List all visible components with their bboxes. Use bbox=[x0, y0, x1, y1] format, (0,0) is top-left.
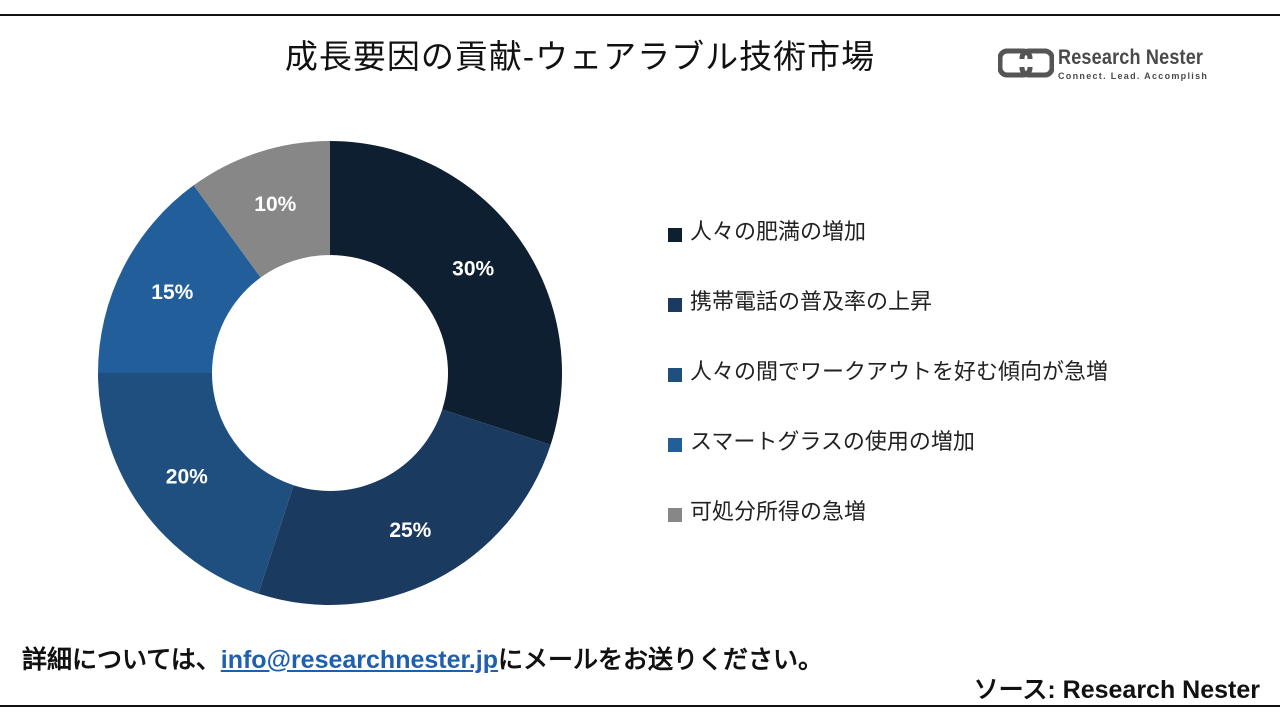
donut-slice-3 bbox=[98, 185, 261, 373]
email-link[interactable]: info@researchnester.jp bbox=[220, 646, 499, 674]
donut-data-label-2: 20% bbox=[166, 466, 208, 489]
logo-tagline: Connect. Lead. Accomplish bbox=[1058, 71, 1209, 81]
legend-label-1: 携帯電話の普及率の上昇 bbox=[690, 290, 933, 315]
donut-slices bbox=[98, 141, 562, 605]
donut-slice-1 bbox=[258, 409, 551, 605]
source-credit: ソース: Research Nester bbox=[973, 676, 1260, 704]
logo-name: Research Nester bbox=[1058, 46, 1204, 69]
legend-swatch-4 bbox=[668, 508, 682, 522]
donut-slice-2 bbox=[98, 373, 294, 594]
research-nester-logo: Research Nester Connect. Lead. Accomplis… bbox=[998, 44, 1238, 84]
chart-legend: 人々の肥満の増加携帯電話の普及率の上昇人々の間でワークアウトを好む傾向が急増 スマ… bbox=[668, 218, 1108, 568]
bottom-rule bbox=[0, 705, 1280, 707]
donut-data-label-4: 10% bbox=[254, 193, 296, 216]
research-nester-logo-icon bbox=[998, 48, 1054, 78]
contact-note-prefix: 詳細については、 bbox=[22, 646, 221, 674]
legend-swatch-2 bbox=[668, 368, 682, 382]
donut-slice-4 bbox=[193, 141, 330, 278]
page-title: 成長要因の貢献-ウェアラブル技術市場 bbox=[284, 37, 876, 76]
legend-swatch-3 bbox=[668, 438, 682, 452]
contact-note-suffix: にメールをお送りください。 bbox=[498, 646, 824, 674]
legend-label-3: スマートグラスの使用の増加 bbox=[690, 430, 975, 455]
legend-label-2: 人々の間でワークアウトを好む傾向が急増 bbox=[690, 360, 1109, 385]
legend-label-0: 人々の肥満の増加 bbox=[690, 220, 867, 245]
legend-item-3: スマートグラスの使用の増加 bbox=[668, 428, 1108, 498]
donut-chart: 30% 25% 20% 15% 10% bbox=[98, 141, 562, 605]
contact-note: 詳細については、info@researchnester.jpにメールをお送りくだ… bbox=[22, 640, 823, 676]
legend-item-0: 人々の肥満の増加 bbox=[668, 218, 1108, 288]
donut-data-label-0: 30% bbox=[452, 257, 494, 280]
legend-swatch-1 bbox=[668, 298, 682, 312]
legend-item-1: 携帯電話の普及率の上昇 bbox=[668, 288, 1108, 358]
legend-label-4: 可処分所得の急増 bbox=[690, 500, 867, 525]
legend-item-4: 可処分所得の急増 bbox=[668, 498, 1108, 568]
donut-slice-0 bbox=[330, 141, 562, 445]
top-rule bbox=[0, 14, 1280, 16]
donut-data-label-3: 15% bbox=[151, 281, 193, 304]
legend-swatch-0 bbox=[668, 228, 682, 242]
donut-data-label-1: 25% bbox=[389, 519, 431, 542]
legend-item-2: 人々の間でワークアウトを好む傾向が急増 bbox=[668, 358, 1108, 428]
donut-labels: 30% 25% 20% 15% 10% bbox=[151, 193, 494, 542]
